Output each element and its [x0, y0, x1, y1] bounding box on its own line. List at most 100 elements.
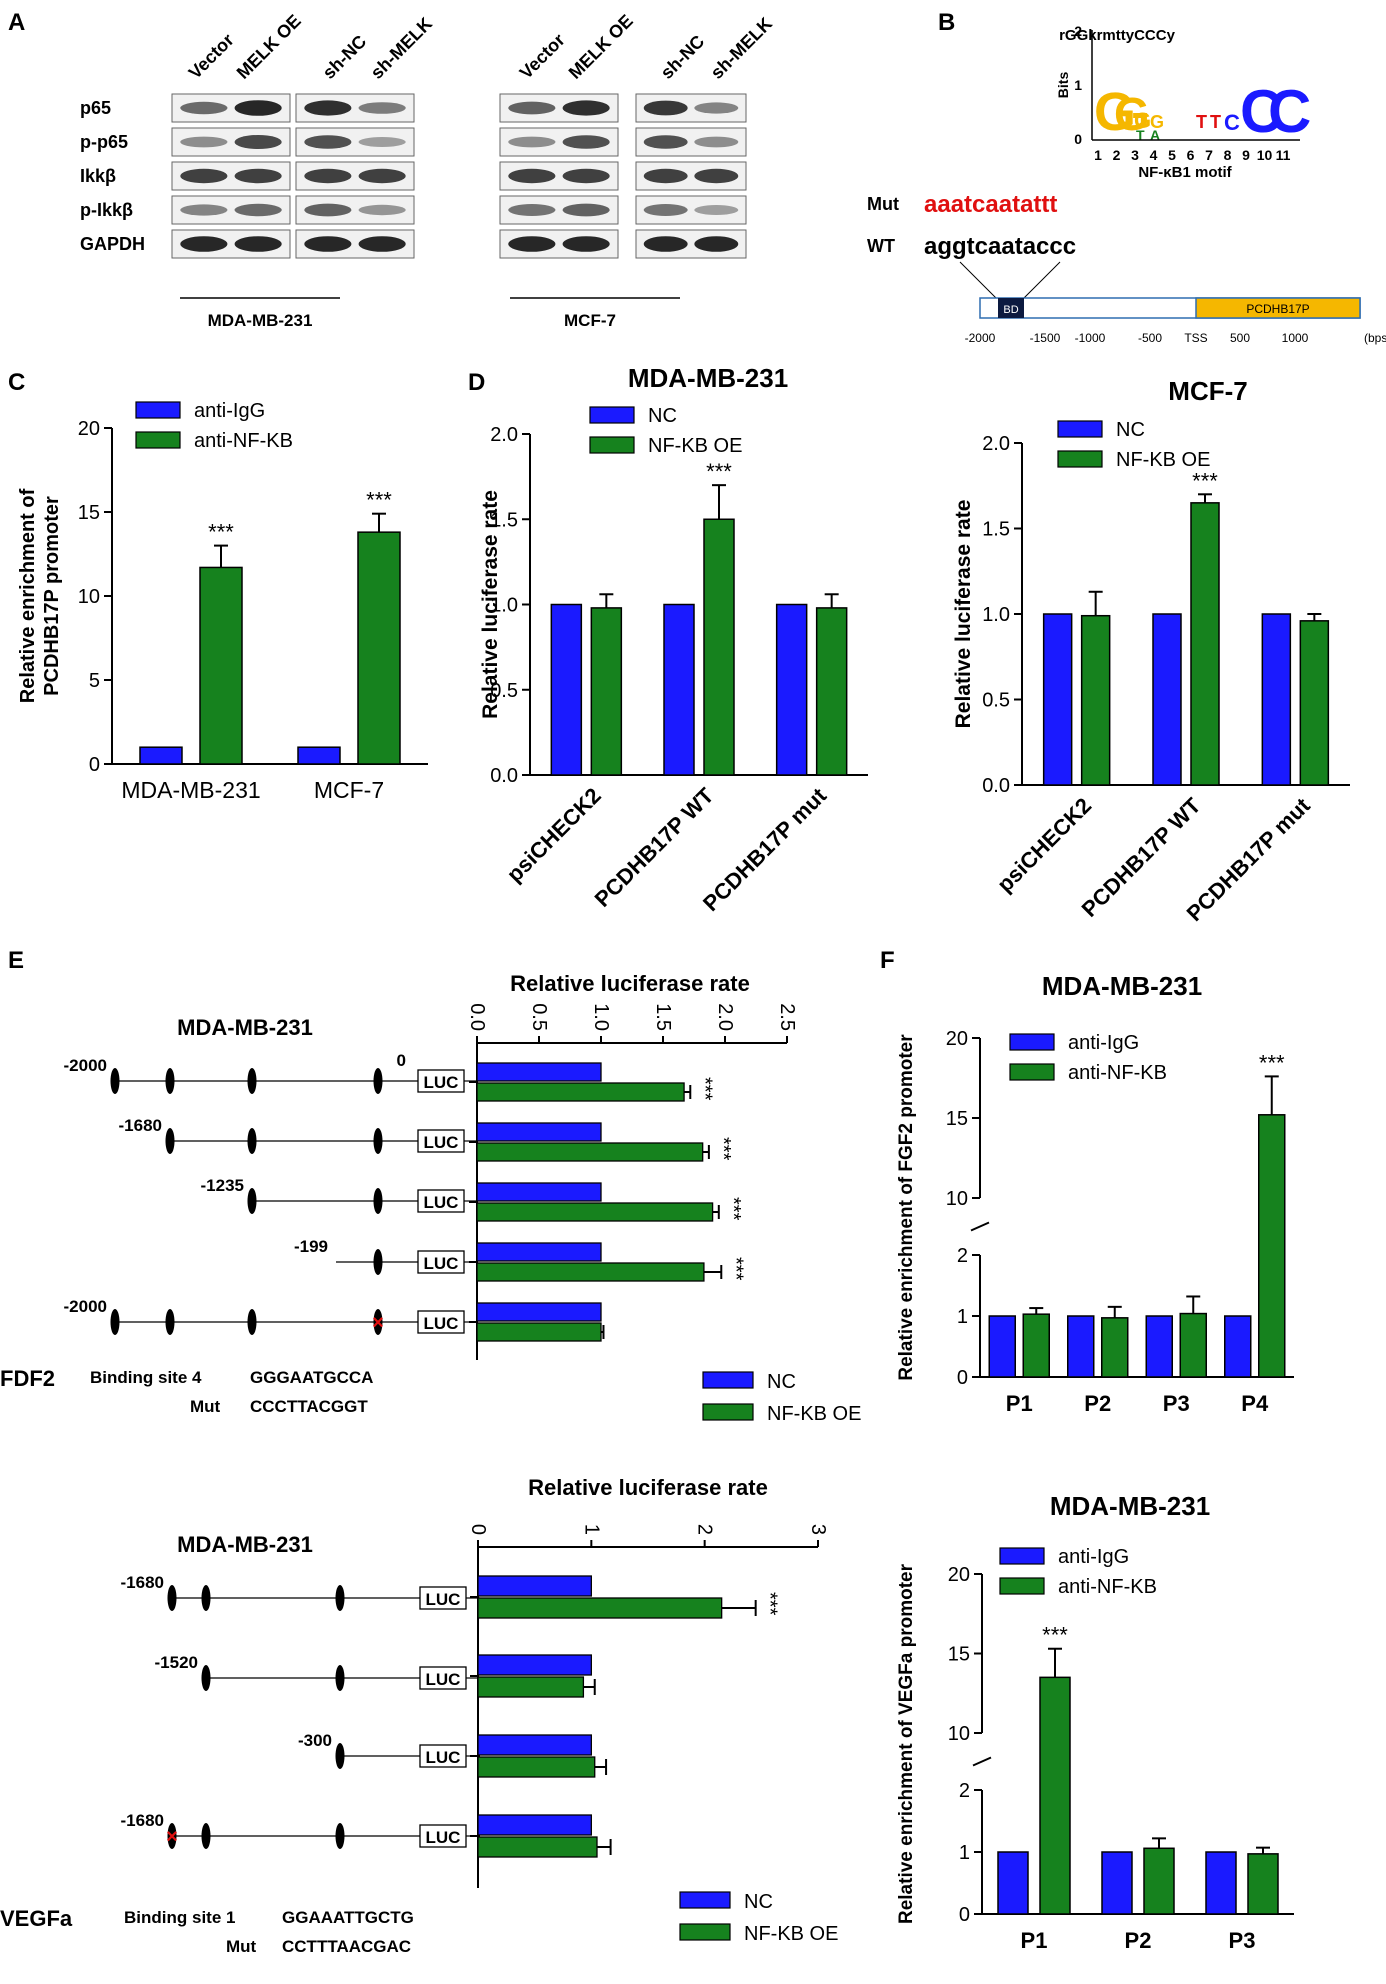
legend-label: NC	[767, 1371, 796, 1393]
x-tick-label: 1	[580, 1524, 602, 1535]
legend-swatch	[589, 406, 635, 424]
blot-column-label: Vector	[516, 30, 569, 83]
legend-swatch	[589, 436, 635, 454]
blot-row-label: p65	[80, 98, 111, 118]
blot-band	[694, 205, 739, 215]
x-tick-label: 0	[467, 1524, 489, 1535]
bar	[199, 566, 243, 765]
bar	[477, 1756, 596, 1778]
legend-label: anti-NF-KB	[194, 430, 293, 452]
x-tick-label: 2	[694, 1524, 716, 1535]
binding-site-ellipse	[335, 1585, 345, 1611]
logo-letter-t: T	[1196, 112, 1207, 132]
x-tick-label: 2.5	[776, 1003, 798, 1031]
legend-swatch	[1009, 1063, 1055, 1081]
luc-label: LUC	[426, 1748, 461, 1767]
scale-tick: -1500	[1030, 331, 1061, 345]
blot-band	[180, 236, 228, 252]
luc-label: LUC	[424, 1254, 459, 1273]
legend-label: anti-IgG	[194, 400, 265, 422]
bar	[775, 603, 808, 776]
construct-start-label: -300	[298, 1731, 332, 1750]
blot-column-label: sh-MELK	[707, 14, 776, 83]
blot-band	[562, 236, 610, 252]
y-tick-label: 1.5	[490, 509, 518, 531]
cell-line-title: MDA-MB-231	[177, 1015, 313, 1040]
legend-label: anti-NF-KB	[1068, 1062, 1167, 1084]
construct-start-label: -1680	[119, 1116, 162, 1135]
western-blot-panel: Vector MELK OE sh-NC sh-MELK Vector MELK…	[80, 11, 776, 330]
x-tick-label: 0.5	[528, 1003, 550, 1031]
blot-band	[180, 204, 228, 216]
legend-swatch	[1057, 450, 1103, 468]
blot-band	[304, 100, 352, 116]
blot-band	[694, 136, 739, 148]
blot-band	[304, 168, 352, 184]
wt-sequence: aggtcaataccc	[924, 233, 1076, 260]
bar	[477, 1575, 592, 1597]
legend-label: NF-KB OE	[767, 1403, 861, 1425]
bar	[476, 1202, 714, 1222]
blot-band	[304, 203, 352, 217]
y-tick-label: 1	[957, 1306, 968, 1328]
gene-label: PCDHB17P	[1246, 302, 1309, 316]
blot-band	[562, 100, 610, 116]
bar	[1042, 613, 1073, 786]
y-tick-label: 1	[959, 1842, 970, 1864]
construct-start-label: -1680	[121, 1811, 164, 1830]
motif-x-tick: 5	[1168, 147, 1176, 163]
blot-band	[508, 168, 556, 184]
blot-row-label: p-p65	[80, 132, 128, 152]
blot-band	[358, 102, 406, 114]
x-tick-label: P3	[1163, 1391, 1190, 1416]
motif-panel: rGGkrmttyCCCy Bits 2 1 0 G G G T G A T T…	[867, 23, 1386, 345]
bar	[476, 1182, 602, 1202]
logo-letter-a: A	[1150, 127, 1160, 143]
chart-title: MCF-7	[1168, 376, 1247, 406]
bar	[477, 1676, 585, 1698]
motif-y-tick: 1	[1074, 77, 1082, 93]
mut-sequence: aaatcaatattt	[924, 191, 1057, 218]
legend-label: NC	[648, 405, 677, 427]
significance-marker: ***	[1259, 1050, 1285, 1075]
x-tick-label: P1	[1021, 1928, 1048, 1953]
legend-label: NC	[744, 1891, 773, 1913]
bar	[1143, 1847, 1175, 1915]
blot-band	[643, 100, 688, 116]
panel-letter-f: F	[880, 947, 895, 974]
binding-site-ellipse	[201, 1823, 211, 1849]
legend-swatch	[679, 1923, 731, 1941]
significance-marker: ***	[759, 1592, 781, 1616]
legend-label: anti-IgG	[1068, 1032, 1139, 1054]
blot-band	[358, 137, 406, 147]
bar-chart: 0 1 2 10 15 20 P1 P2 P3 *** P4 Relative enrichment …	[896, 971, 1294, 1416]
bar	[663, 603, 695, 776]
x-tick-label: P2	[1084, 1391, 1111, 1416]
y-tick-label: 15	[948, 1644, 970, 1666]
blot-band	[562, 168, 610, 184]
blot-row-label: p-Ikkβ	[80, 200, 133, 220]
binding-site-ellipse	[247, 1188, 257, 1214]
bar	[1179, 1312, 1207, 1378]
chart-title: Relative luciferase rate	[528, 1475, 768, 1500]
scale-tick: -2000	[965, 331, 996, 345]
bar	[1145, 1315, 1173, 1378]
y-tick-label: 5	[89, 670, 100, 692]
y-axis-label: Relative enrichment of	[17, 488, 39, 703]
significance-marker: ***	[1192, 468, 1218, 493]
bar	[1080, 614, 1111, 786]
y-axis-label: Relative luciferase rate	[479, 490, 502, 719]
y-axis-label: Relative luciferase rate	[952, 500, 975, 729]
bar	[476, 1242, 602, 1262]
binding-site-ellipse	[373, 1188, 383, 1214]
motif-x-tick: 11	[1276, 147, 1291, 163]
x-tick-label: MCF-7	[314, 777, 384, 803]
logo-letter-g: G	[1134, 108, 1151, 133]
panel-letter-c: C	[8, 369, 25, 396]
bar	[550, 603, 583, 776]
binding-site-mut: CCCTTACGGT	[250, 1397, 368, 1416]
binding-site-ellipse	[110, 1068, 120, 1094]
y-tick-label: 10	[946, 1188, 968, 1210]
bar	[476, 1062, 602, 1082]
logo-letter-c: C	[1268, 78, 1311, 145]
